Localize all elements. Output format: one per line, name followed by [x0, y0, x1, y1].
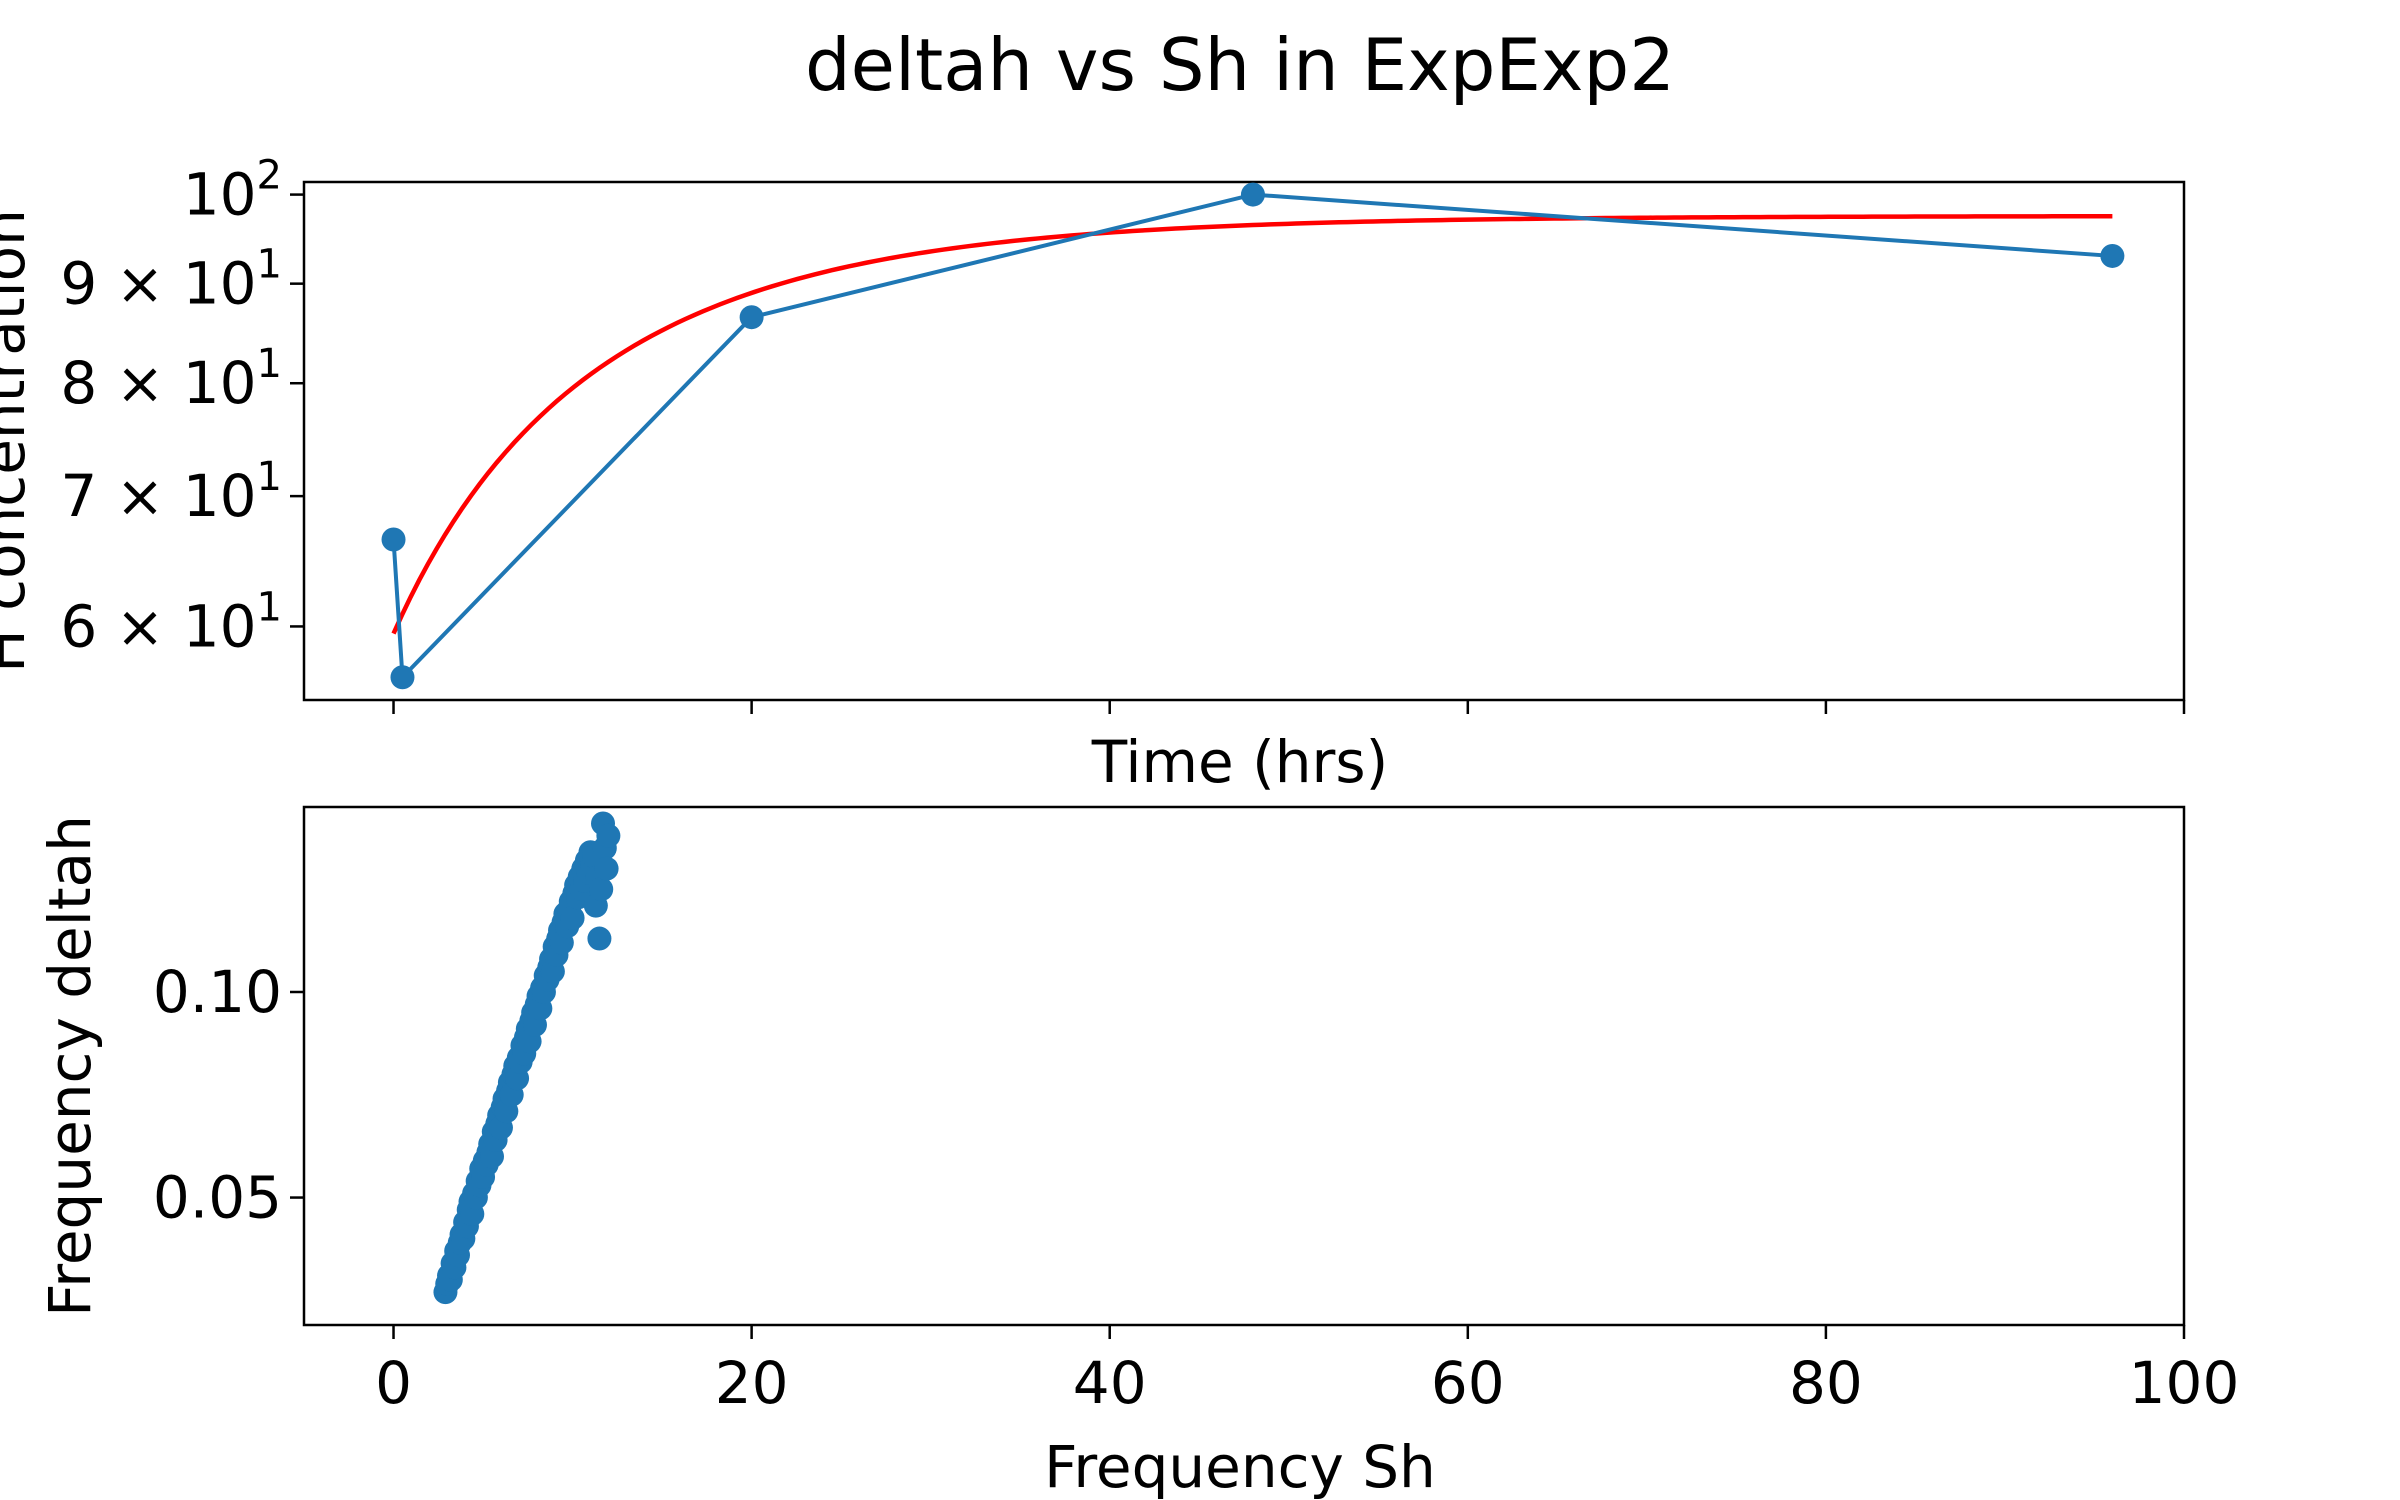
- top-plot-frame: [302, 180, 2186, 702]
- top-x-ticks: [392, 700, 2186, 714]
- figure-title: deltah vs Sh in ExpExp2: [805, 23, 1675, 107]
- data-point: [381, 527, 406, 552]
- top-y-ticks: 102 9 × 101 8 × 101 7 × 101 6 × 101: [60, 153, 304, 660]
- top-plot: 102 9 × 101 8 × 101 7 × 101 6 × 101 Time (hr…: [0, 153, 2186, 796]
- top-y-tick-label: 102: [183, 153, 282, 229]
- data-line: [391, 192, 2113, 682]
- bottom-x-axis-label: Frequency Sh: [1044, 1433, 1436, 1500]
- top-y-tick-label: 6 × 101: [60, 584, 282, 660]
- scatter-point: [560, 906, 585, 930]
- data-point: [1240, 182, 1265, 207]
- bottom-x-tick-label: 20: [715, 1349, 789, 1417]
- scatter-point: [596, 823, 621, 848]
- bottom-x-tick-label: 0: [375, 1349, 412, 1417]
- top-x-axis-label: Time (hrs): [1091, 728, 1388, 796]
- data-point: [739, 305, 764, 330]
- data-point: [390, 665, 415, 690]
- bottom-x-tick-label: 100: [2129, 1349, 2240, 1417]
- scatter-point: [589, 877, 614, 902]
- top-y-tick-label: 7 × 101: [60, 454, 282, 530]
- bottom-x-tick-label: 40: [1073, 1349, 1147, 1417]
- scatter-point: [587, 926, 612, 951]
- fit-curve: [391, 213, 2113, 635]
- top-y-axis-label: H concentration: [0, 209, 38, 673]
- top-y-tick-label: 8 × 101: [60, 341, 282, 417]
- bottom-plot-frame: [302, 805, 2186, 1327]
- bottom-scatter-points: [433, 811, 621, 1305]
- bottom-y-tick-label: 0.05: [153, 1164, 282, 1232]
- bottom-y-axis-label: Frequency deltah: [36, 815, 104, 1317]
- bottom-x-ticks: 0 20 40 60 80 100: [375, 1325, 2239, 1417]
- bottom-x-tick-label: 60: [1431, 1349, 1505, 1417]
- top-y-tick-label: 9 × 101: [60, 242, 282, 318]
- top-series: [381, 182, 2125, 690]
- scatter-point: [594, 856, 619, 881]
- bottom-y-tick-label: 0.10: [153, 958, 282, 1026]
- data-point: [2100, 243, 2125, 268]
- bottom-x-tick-label: 80: [1789, 1349, 1863, 1417]
- bottom-y-ticks: 0.10 0.05: [153, 958, 304, 1232]
- bottom-plot: 0.10 0.05 0 20 40 60 80 100 Frequency Sh Frequ…: [36, 805, 2239, 1500]
